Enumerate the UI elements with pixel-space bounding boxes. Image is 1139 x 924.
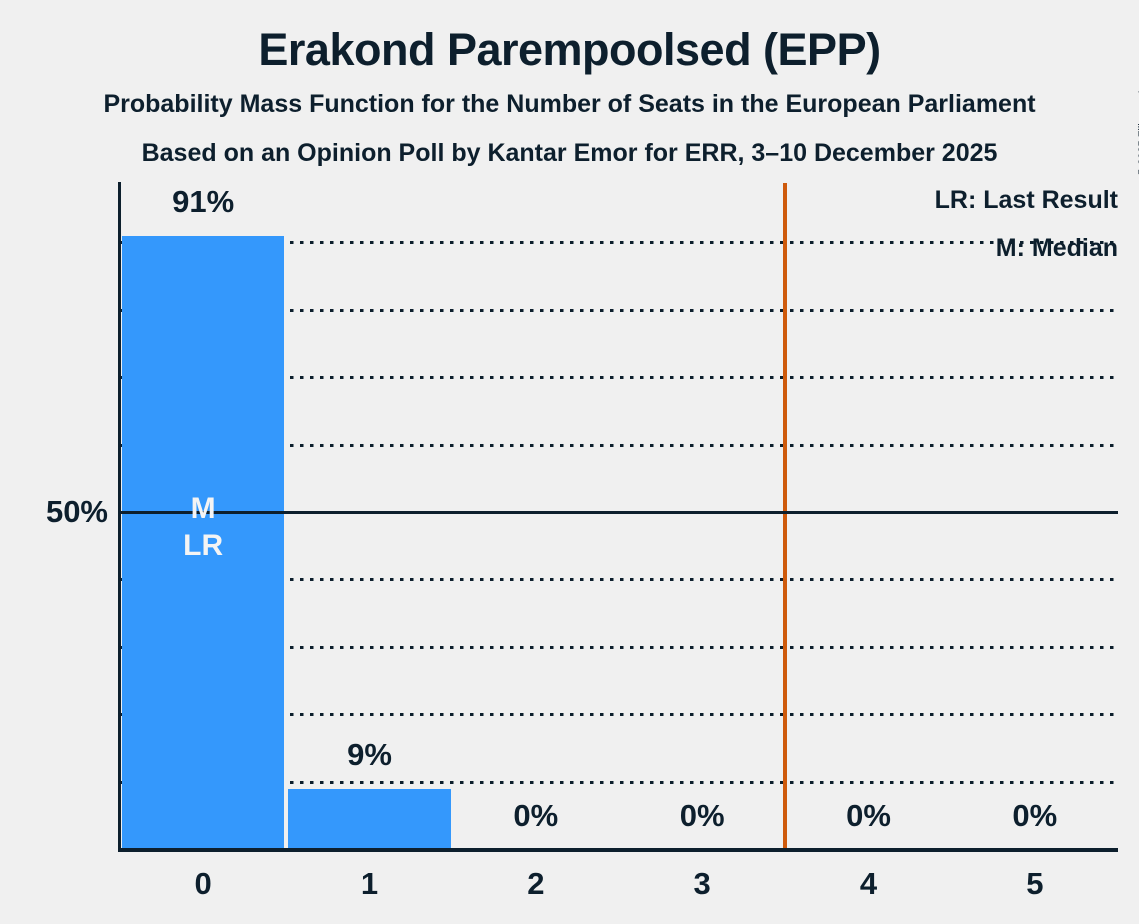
bar-seats-1 <box>288 788 451 848</box>
x-tick-label-2: 2 <box>527 866 545 901</box>
x-tick-label-1: 1 <box>360 866 379 901</box>
chart-subtitle-poll: Based on an Opinion Poll by Kantar Emor … <box>141 139 998 167</box>
legend-median: M: Median <box>995 234 1118 262</box>
x-axis-line <box>118 848 1118 852</box>
bar-value-label-0: 91% <box>172 184 235 220</box>
gridline-60pct <box>120 443 1118 447</box>
legend-last-result: LR: Last Result <box>934 186 1118 214</box>
gridline-40pct <box>120 578 1118 582</box>
x-tick-label-0: 0 <box>194 866 212 901</box>
y-axis-line <box>118 182 121 852</box>
gridline-30pct <box>120 645 1118 649</box>
x-tick-label-3: 3 <box>693 866 711 901</box>
gridline-10pct <box>120 780 1118 784</box>
bar-annotation-0: M LR <box>183 491 224 562</box>
bar-value-label-3: 0% <box>679 797 725 833</box>
x-tick-label-5: 5 <box>1026 866 1044 901</box>
bar-value-label-5: 0% <box>1012 797 1058 833</box>
chart-subtitle-pmf: Probability Mass Function for the Number… <box>103 90 1036 118</box>
x-tick-label-4: 4 <box>859 866 878 901</box>
bar-seats-0 <box>122 236 285 848</box>
bar-value-label-1: 9% <box>347 736 392 772</box>
gridline-90pct <box>120 241 1118 245</box>
y-axis-label: 50% <box>45 494 108 529</box>
gridline-70pct <box>120 376 1118 380</box>
bar-value-label-4: 0% <box>846 797 891 833</box>
gridline-50pct-solid <box>120 511 1118 514</box>
gridline-20pct <box>120 713 1118 717</box>
threshold-line <box>783 183 788 848</box>
gridline-80pct <box>120 308 1118 312</box>
bar-value-label-2: 0% <box>513 797 559 833</box>
chart-title: Erakond Parempoolsed (EPP) <box>258 24 881 75</box>
